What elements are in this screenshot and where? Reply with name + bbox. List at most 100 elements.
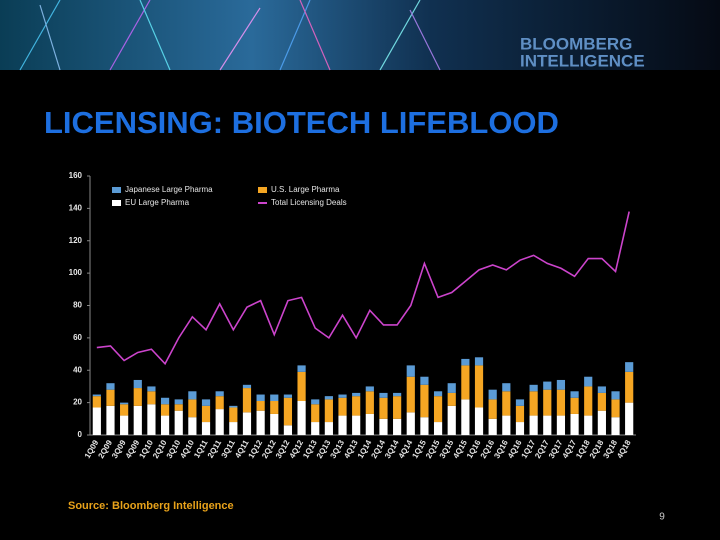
bar-segment [147,391,156,405]
bar-segment [570,413,579,435]
bar-segment [324,399,333,423]
bar-segment [515,405,525,423]
bar-segment [515,399,525,406]
bar-segment [270,413,279,435]
legend-label: Japanese Large Pharma [125,185,213,194]
legend-swatch [112,187,121,193]
bar-segment [229,405,238,408]
bar-segment [338,415,347,435]
bar-segment [201,399,211,406]
bar-segment [393,396,402,419]
y-tick-label: 60 [73,333,82,342]
y-tick-label: 80 [73,301,82,310]
bar-segment [379,397,388,419]
bar-segment [406,376,415,413]
fiber-lines [19,0,441,71]
chart: 0204060801001201401601Q092Q093Q094Q091Q1… [69,171,636,460]
bar-segment [160,397,170,405]
y-tick-label: 100 [69,268,83,277]
bar-segment [584,386,593,416]
bar-segment [270,394,279,402]
bar-segment [324,396,333,400]
bar-segment [488,389,497,400]
bar-segment [433,391,443,397]
bar-segment [106,405,115,435]
bar-segment [147,404,156,435]
bar-segment [338,394,347,398]
bar-segment [133,388,142,406]
bar-segment [597,392,606,411]
bar-segment [597,386,606,393]
bar-segment [447,383,456,393]
bar-segment [393,392,402,397]
bar-segment [215,391,224,397]
bar-segment [611,391,620,400]
bar-segment [570,391,579,398]
bar-segment [461,399,470,435]
bar-segment [215,396,224,410]
logo-line: INTELLIGENCE [520,51,645,70]
bar-segment [543,381,552,390]
bar-segment [529,415,538,435]
bar-segment [461,365,470,400]
bar-segment [474,407,484,435]
bar-segment [625,371,634,403]
bar-segment [297,371,306,402]
bar-segment [188,399,197,418]
bar-segment [256,401,265,411]
bar-segment [283,425,293,435]
bar-segment [420,376,429,385]
bar-segment [174,410,183,435]
bar-segment [120,404,129,416]
bar-segment [188,417,197,435]
bar-segment [311,422,320,435]
bar-segment [215,409,224,435]
bar-segment [393,418,402,435]
bar-segment [584,376,593,387]
x-tick-label: 4Q18 [615,438,633,460]
bar-segment [447,392,456,406]
bar-segment [120,415,129,435]
bar-segment [174,404,183,411]
bar-segment [352,392,361,397]
bar-segment [311,404,320,423]
bar-segment [625,402,634,435]
bar-segment [270,401,279,414]
page-number: 9 [659,512,665,523]
bar-segment [311,399,320,405]
bar-segment [201,405,211,423]
line [96,211,630,366]
legend-swatch [112,200,121,206]
bar-segment [433,422,443,435]
bar-segment [147,386,156,392]
bar-segment [543,389,552,416]
bar-segment [133,405,142,435]
bar-segment [365,391,374,414]
bar-segment [283,394,293,398]
bar-segment [529,384,538,392]
bar-segment [297,365,306,372]
bar-segment [283,397,293,426]
y-tick-label: 40 [73,365,82,374]
bar-segment [556,379,566,390]
bar-segment [379,418,388,435]
y-tick-label: 0 [78,430,83,439]
bar-segment [597,410,606,435]
bar-segment [433,396,443,423]
slide-title: LICENSING: BIOTECH LIFEBLOOD [44,105,559,140]
bar-segment [242,384,252,389]
bar-segment [529,391,538,416]
y-tick-label: 20 [73,398,82,407]
bar-segment [92,394,101,397]
bar-segment [461,358,470,366]
bar-segment [584,415,593,435]
bar-segment [556,389,566,416]
bar-segment [474,357,484,366]
bar-segment [502,383,511,392]
bar-segment [188,391,197,400]
logo-line: BLOOMBERG [520,34,632,53]
bar-segment [365,386,374,392]
bar-segment [515,422,525,435]
bar-segment [160,415,170,435]
bar-segment [92,407,101,435]
